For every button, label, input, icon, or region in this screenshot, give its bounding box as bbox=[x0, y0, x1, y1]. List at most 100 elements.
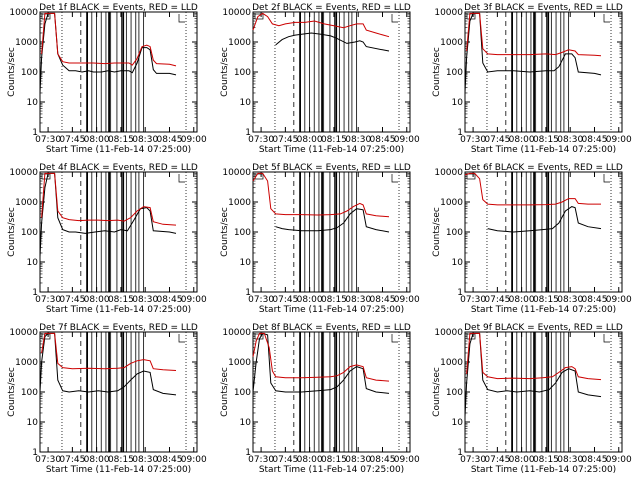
x-axis-label: Start Time (11-Feb-14 07:25:00) bbox=[46, 465, 191, 475]
plot-frame bbox=[39, 11, 198, 133]
x-axis-label: Start Time (11-Feb-14 07:25:00) bbox=[259, 145, 404, 155]
x-tick-label: 08:15 bbox=[321, 455, 347, 465]
plot-frame bbox=[464, 331, 623, 453]
x-tick-label: 08:15 bbox=[321, 135, 347, 145]
x-tick-label: 07:30 bbox=[248, 455, 274, 465]
y-tick-label: 1000 bbox=[228, 198, 251, 208]
y-tick-label: 10 bbox=[452, 258, 464, 268]
y-tick-label: 100 bbox=[234, 228, 251, 238]
x-tick-label: 08:30 bbox=[345, 455, 371, 465]
y-tick-label: 10000 bbox=[9, 8, 38, 18]
panel-det-8: 1 10 100 1000 10000 07:3007:4508:0008:1508:30… bbox=[220, 323, 420, 475]
events-series-line bbox=[275, 208, 390, 233]
panel-det-9: 1 10 100 1000 10000 07:3007:4508:0008:1508:30… bbox=[432, 323, 632, 475]
y-tick-label: 100 bbox=[21, 68, 38, 78]
x-tick-label: 07:45 bbox=[272, 295, 298, 305]
state-box-right bbox=[391, 334, 398, 343]
x-tick-label: 09:00 bbox=[181, 295, 207, 305]
x-tick-label: 08:45 bbox=[157, 135, 183, 145]
state-box-left bbox=[466, 173, 476, 180]
events-series-line bbox=[275, 32, 390, 52]
panel-title: Det 4f BLACK = Events, RED = LLD bbox=[39, 163, 198, 173]
y-tick-label: 10 bbox=[27, 98, 39, 108]
y-tick-label: 1000 bbox=[228, 38, 251, 48]
x-tick-label: 07:45 bbox=[484, 295, 510, 305]
x-tick-label: 09:00 bbox=[394, 295, 420, 305]
x-tick-label: 07:45 bbox=[484, 455, 510, 465]
y-tick-label: 10 bbox=[240, 98, 252, 108]
x-tick-label: 07:30 bbox=[248, 135, 274, 145]
x-tick-label: 08:30 bbox=[132, 135, 158, 145]
plot-frame bbox=[464, 171, 623, 293]
x-tick-label: 08:45 bbox=[370, 455, 396, 465]
y-tick-label: 1000 bbox=[440, 38, 463, 48]
x-tick-label: 08:00 bbox=[84, 135, 110, 145]
state-box-right bbox=[391, 174, 398, 183]
y-tick-label: 1 bbox=[457, 448, 463, 458]
y-tick-label: 1 bbox=[457, 128, 463, 138]
x-tick-label: 08:00 bbox=[509, 135, 535, 145]
y-tick-label: 1000 bbox=[228, 358, 251, 368]
x-tick-label: 07:30 bbox=[460, 295, 486, 305]
y-tick-label: 1000 bbox=[15, 358, 38, 368]
state-box-left bbox=[41, 13, 51, 20]
x-tick-label: 09:00 bbox=[181, 135, 207, 145]
y-tick-label: 1 bbox=[245, 128, 251, 138]
y-tick-label: 1000 bbox=[15, 38, 38, 48]
x-tick-label: 08:00 bbox=[297, 135, 323, 145]
y-tick-label: 100 bbox=[21, 228, 38, 238]
x-tick-label: 08:15 bbox=[108, 135, 134, 145]
x-tick-label: 07:45 bbox=[59, 135, 85, 145]
x-tick-label: 08:15 bbox=[533, 135, 559, 145]
x-tick-label: 08:15 bbox=[533, 295, 559, 305]
y-axis-label: Counts/sec bbox=[220, 207, 230, 257]
lld-series-line bbox=[252, 332, 390, 382]
lld-series-line bbox=[41, 172, 177, 226]
x-tick-label: 08:00 bbox=[297, 295, 323, 305]
y-tick-label: 1000 bbox=[15, 198, 38, 208]
y-tick-label: 100 bbox=[446, 388, 463, 398]
x-tick-label: 09:00 bbox=[606, 455, 632, 465]
x-tick-label: 07:45 bbox=[272, 455, 298, 465]
lld-series-line bbox=[41, 12, 177, 67]
lld-series-line bbox=[252, 12, 390, 38]
state-box-right bbox=[178, 334, 185, 343]
x-tick-label: 07:30 bbox=[35, 455, 61, 465]
x-tick-label: 08:30 bbox=[132, 455, 158, 465]
x-tick-label: 08:45 bbox=[370, 295, 396, 305]
x-tick-label: 09:00 bbox=[606, 135, 632, 145]
state-box-right bbox=[178, 174, 185, 183]
y-axis-label: Counts/sec bbox=[7, 47, 17, 97]
y-tick-label: 10000 bbox=[434, 328, 463, 338]
state-box-right bbox=[178, 14, 185, 23]
panel-title: Det 2f BLACK = Events, RED = LLD bbox=[252, 3, 411, 13]
x-tick-label: 08:45 bbox=[582, 135, 608, 145]
x-tick-label: 08:15 bbox=[108, 295, 134, 305]
panel-det-1: 1 10 100 1000 10000 07:3007:4508:0008:1508:30… bbox=[7, 3, 207, 155]
y-tick-label: 10 bbox=[27, 418, 39, 428]
x-tick-label: 07:45 bbox=[484, 135, 510, 145]
x-tick-label: 07:45 bbox=[272, 135, 298, 145]
x-tick-label: 08:00 bbox=[509, 295, 535, 305]
y-tick-label: 1 bbox=[245, 448, 251, 458]
y-axis-label: Counts/sec bbox=[7, 367, 17, 417]
state-box-right bbox=[603, 174, 610, 183]
plot-frame bbox=[39, 331, 198, 453]
x-axis-label: Start Time (11-Feb-14 07:25:00) bbox=[471, 465, 616, 475]
y-tick-label: 100 bbox=[234, 388, 251, 398]
x-tick-label: 07:45 bbox=[59, 455, 85, 465]
y-tick-label: 10000 bbox=[9, 328, 38, 338]
x-tick-label: 09:00 bbox=[394, 135, 420, 145]
y-tick-label: 1 bbox=[32, 128, 38, 138]
state-box-right bbox=[603, 334, 610, 343]
y-tick-label: 1 bbox=[32, 448, 38, 458]
x-tick-label: 08:00 bbox=[509, 455, 535, 465]
y-tick-label: 10000 bbox=[434, 168, 463, 178]
panel-det-4: 1 10 100 1000 10000 07:3007:4508:0008:1508:30… bbox=[7, 163, 207, 315]
y-tick-label: 10000 bbox=[434, 8, 463, 18]
panel-det-6: 1 10 100 1000 10000 07:3007:4508:0008:1508:30… bbox=[432, 163, 632, 315]
x-tick-label: 08:00 bbox=[84, 295, 110, 305]
y-axis-label: Counts/sec bbox=[7, 207, 17, 257]
x-tick-label: 08:15 bbox=[108, 455, 134, 465]
y-tick-label: 100 bbox=[234, 68, 251, 78]
